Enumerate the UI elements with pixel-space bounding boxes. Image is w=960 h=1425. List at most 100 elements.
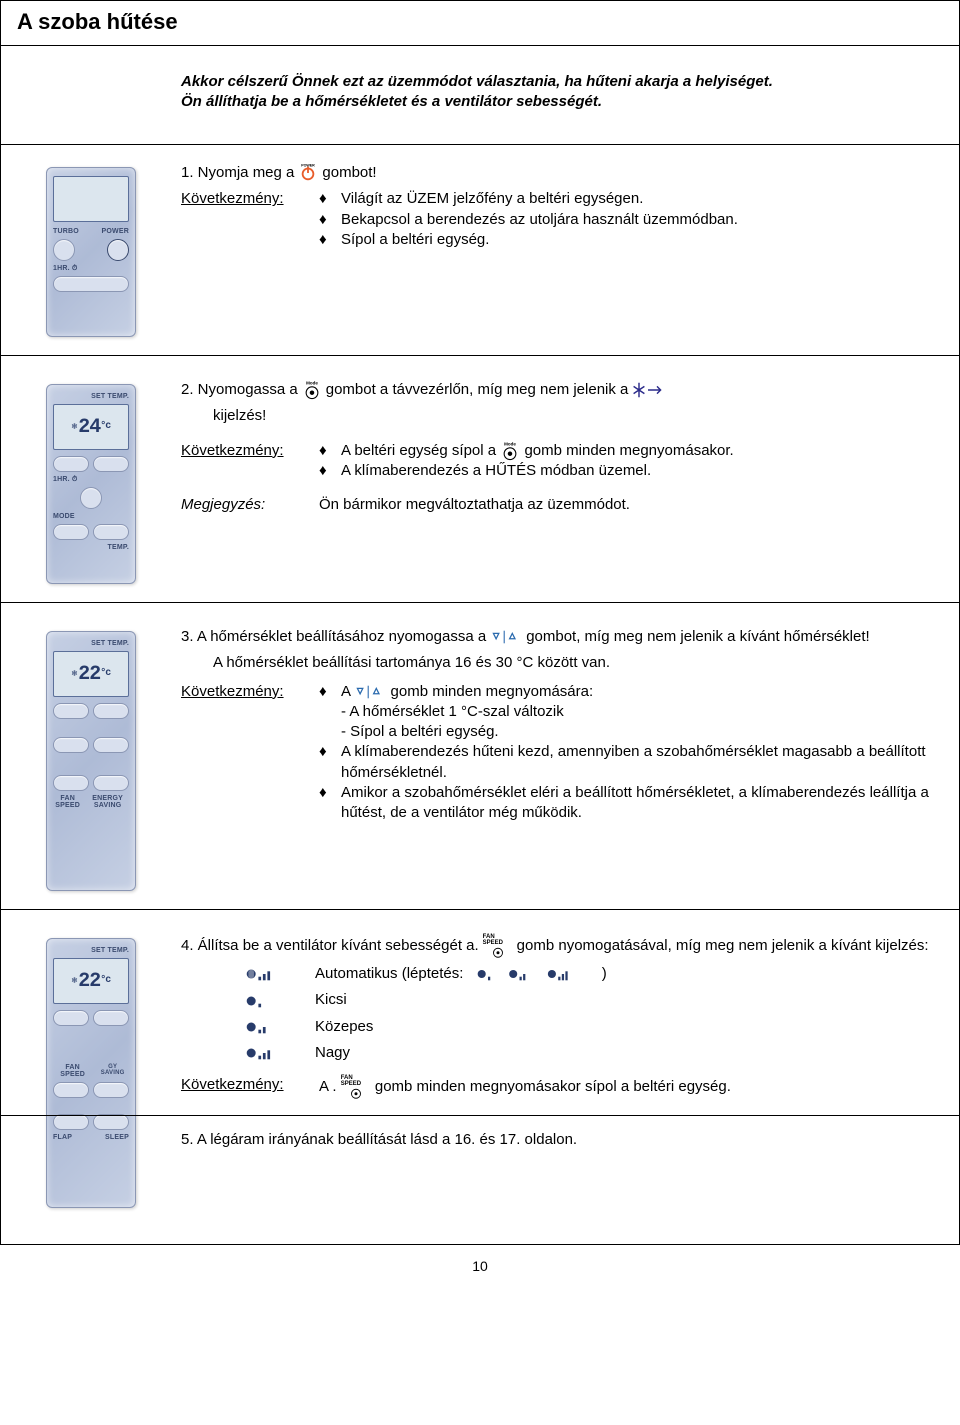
remote-illustration: TURBOPOWER 1HR. ⏱ — [46, 167, 136, 337]
consequence-body: ♦ A beltéri egység sípol a Mode gomb min… — [319, 441, 937, 482]
remote-button — [93, 1082, 129, 1098]
fan-option-med: Közepes — [243, 1017, 937, 1037]
remote-label: 1HR. ⏱ — [53, 265, 129, 272]
consequence-row: Következmény: ♦Világít az ÜZEM jelzőfény… — [181, 189, 937, 250]
remote-thumb-2: SET TEMP. ❄24°c 1HR. ⏱ MODE TEMP. — [1, 380, 181, 584]
power-icon: POWER — [298, 163, 318, 183]
fan-option-low: Kicsi — [243, 990, 937, 1010]
remote-screen: ❄22°c — [53, 958, 129, 1004]
fanspeed-button-icon: FAN SPEED — [341, 1075, 371, 1099]
consequence-body: ♦Világít az ÜZEM jelzőfény a beltéri egy… — [319, 189, 937, 250]
temp-updown-icon — [354, 682, 386, 702]
bullet-item: ♦Bekapcsol a berendezés az utoljára hasz… — [319, 210, 937, 230]
remote-illustration: SET TEMP. ❄22°c FAN SPEEDENERGY SAVING — [46, 631, 136, 891]
remote-label: SET TEMP. — [53, 393, 129, 400]
remote-button — [93, 524, 129, 540]
remote-button — [53, 239, 75, 261]
consequence-body: A . FAN SPEED gomb minden megnyomásakor … — [319, 1075, 937, 1099]
note-text: Ön bármikor megváltoztathatja az üzemmód… — [319, 495, 937, 515]
step-text: A hőmérséklet beállítási tartománya 16 é… — [213, 653, 937, 673]
remote-label: 1HR. ⏱ — [53, 476, 129, 483]
remote-button — [53, 775, 89, 791]
consequence-body: ♦ A gomb minden megnyomására: - A hőmérs… — [319, 682, 937, 824]
step-1-section: TURBOPOWER 1HR. ⏱ 1. Nyomja meg a POWER … — [1, 144, 959, 356]
fan-med-icon — [243, 1018, 291, 1036]
sub-bullet: - A hőmérséklet 1 °C-szal változik — [341, 702, 593, 722]
remote-thumb-3: SET TEMP. ❄22°c FAN SPEEDENERGY SAVING — [1, 627, 181, 891]
consequence-row: Következmény: ♦ A beltéri egység sípol a… — [181, 441, 937, 482]
bullet-text: A beltéri egység sípol a Mode gomb minde… — [341, 441, 734, 461]
remote-label: MODE — [53, 513, 75, 520]
fan-step-icon — [468, 964, 598, 984]
intro-line-1: Akkor célszerű Önnek ezt az üzemmódot vá… — [181, 72, 919, 92]
bullet-item: ♦A klímaberendezés a HŰTÉS módban üzemel… — [319, 461, 937, 481]
remote-button — [53, 456, 89, 472]
bullet-item: ♦ A beltéri egység sípol a Mode gomb min… — [319, 441, 937, 461]
remote-button — [93, 775, 129, 791]
consequence-label: Következmény: — [181, 189, 309, 250]
consequence-row: Következmény: ♦ A gomb minden megnyomásá… — [181, 682, 937, 824]
remote-label: POWER — [102, 228, 129, 235]
remote-button — [80, 487, 102, 509]
step-text: 3. A hőmérséklet beállításához nyomogass… — [181, 627, 486, 647]
remote-screen: ❄24°c — [53, 404, 129, 450]
step-2-content: 2. Nyomogassa a Mode gombot a távvezérlő… — [181, 380, 937, 584]
step-2-line: 2. Nyomogassa a Mode gombot a távvezérlő… — [181, 380, 937, 400]
page-title: A szoba hűtése — [1, 1, 959, 46]
remote-button — [53, 737, 89, 753]
fan-option-text: Automatikus (léptetés: ) — [315, 964, 607, 984]
step-4-section: SET TEMP. ❄22°c FAN SPEEDGY SAVING FLAPS… — [1, 916, 959, 1226]
remote-label: FAN SPEED — [53, 1064, 92, 1078]
fan-option-text: Közepes — [315, 1017, 373, 1037]
remote-label: SET TEMP. — [53, 640, 129, 647]
remote-button — [53, 1082, 89, 1098]
fan-high-icon — [243, 1044, 291, 1062]
remote-illustration: SET TEMP. ❄22°c FAN SPEEDGY SAVING FLAPS… — [46, 938, 136, 1208]
bullet-item: ♦ A gomb minden megnyomására: - A hőmérs… — [319, 682, 937, 743]
remote-button — [53, 524, 89, 540]
bullet-item: ♦Amikor a szobahőmérséklet eléri a beáll… — [319, 783, 937, 824]
step-1-line: 1. Nyomja meg a POWER gombot! — [181, 163, 937, 183]
remote-thumb-4: SET TEMP. ❄22°c FAN SPEEDGY SAVING FLAPS… — [1, 934, 181, 1208]
remote-thumb-1: TURBOPOWER 1HR. ⏱ — [1, 163, 181, 337]
fan-option-high: Nagy — [243, 1043, 937, 1063]
remote-illustration: SET TEMP. ❄24°c 1HR. ⏱ MODE TEMP. — [46, 384, 136, 584]
step-3-line: 3. A hőmérséklet beállításához nyomogass… — [181, 627, 937, 647]
mode-button-icon: Mode — [302, 380, 322, 400]
step-text: 2. Nyomogassa a — [181, 380, 298, 400]
step-text: gombot! — [322, 163, 376, 183]
bullet-text: Bekapcsol a berendezés az utoljára haszn… — [341, 210, 738, 230]
step-4-content: 4. Állítsa be a ventilátor kívánt sebess… — [181, 934, 937, 1208]
step-3-section: SET TEMP. ❄22°c FAN SPEEDENERGY SAVING 3… — [1, 609, 959, 910]
page-container: A szoba hűtése Akkor célszerű Önnek ezt … — [0, 0, 960, 1245]
fan-low-icon — [243, 992, 291, 1010]
bullet-text: Amikor a szobahőmérséklet eléri a beállí… — [341, 783, 937, 824]
remote-button — [93, 703, 129, 719]
step-text: 1. Nyomja meg a — [181, 163, 294, 183]
step-text: gombot a távvezérlőn, míg meg nem jeleni… — [326, 380, 629, 400]
remote-button — [53, 703, 89, 719]
fan-auto-icon — [243, 965, 291, 983]
remote-label: SET TEMP. — [53, 947, 129, 954]
bullet-text: A klímaberendezés hűteni kezd, amennyibe… — [341, 742, 937, 783]
step-text: gomb nyomogatásával, míg meg nem jelenik… — [517, 936, 929, 956]
remote-button — [93, 1010, 129, 1026]
bullet-text: A klímaberendezés a HŰTÉS módban üzemel. — [341, 461, 651, 481]
sub-bullet: - Sípol a beltéri egység. — [341, 722, 593, 742]
note-label: Megjegyzés: — [181, 495, 309, 515]
svg-text:POWER: POWER — [302, 164, 316, 168]
fan-option-text: Nagy — [315, 1043, 350, 1063]
remote-button — [53, 1010, 89, 1026]
fan-option-text: Kicsi — [315, 990, 347, 1010]
mode-button-icon: Mode — [500, 441, 520, 461]
bullet-text: A gomb minden megnyomására: - A hőmérsék… — [341, 682, 593, 743]
step-text: gombot, míg meg nem jelenik a kívánt hőm… — [526, 627, 870, 647]
step-5-text: 5. A légáram irányának beállítását lásd … — [181, 1130, 937, 1150]
step-1-content: 1. Nyomja meg a POWER gombot! Következmé… — [181, 163, 937, 337]
consequence-label: Következmény: — [181, 682, 309, 824]
remote-button — [53, 276, 129, 292]
consequence-label: Következmény: — [181, 441, 309, 482]
bullet-text: Sípol a beltéri egység. — [341, 230, 489, 250]
remote-label: ENERGY SAVING — [86, 795, 129, 809]
bullet-item: ♦Sípol a beltéri egység. — [319, 230, 937, 250]
